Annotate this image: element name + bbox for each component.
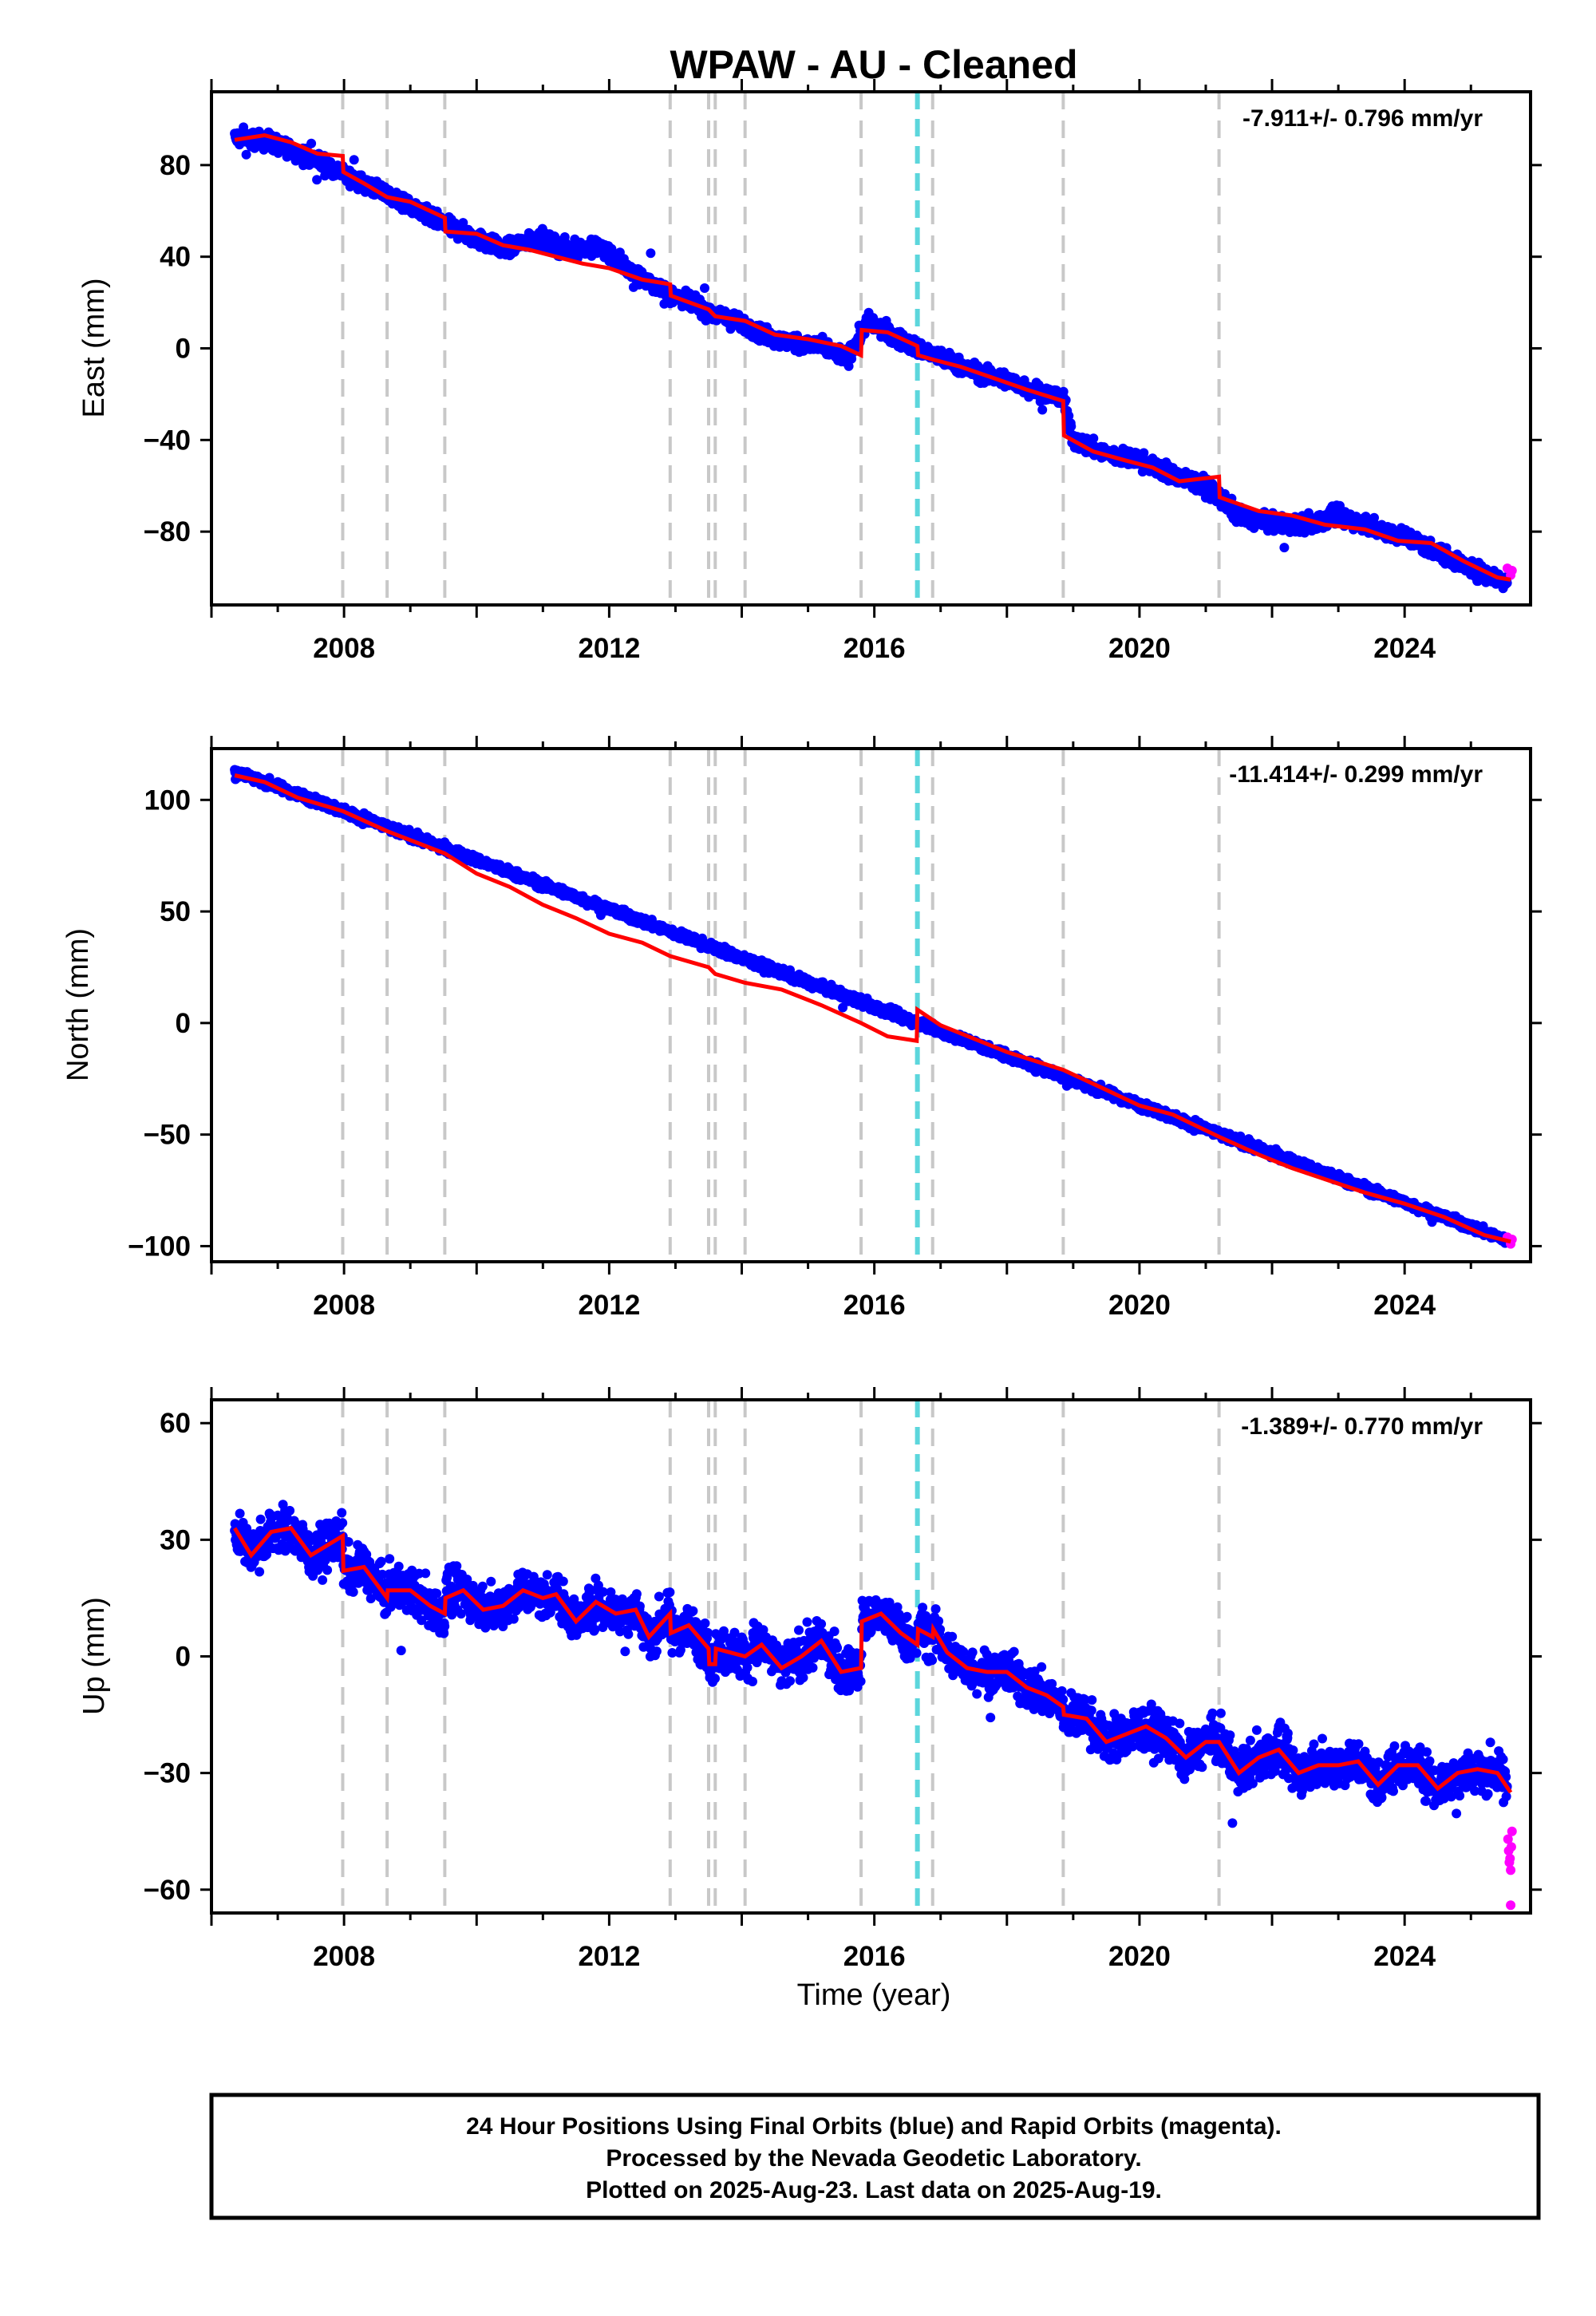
final-point-29 — [241, 149, 251, 160]
rate-label-east: -7.911+/- 0.796 mm/yr — [1242, 105, 1483, 132]
final-point-2023 — [1037, 405, 1048, 415]
final-point-2629 — [1279, 543, 1290, 553]
x-tick-label-4: 2024 — [1373, 633, 1436, 664]
final-point-572 — [458, 218, 468, 228]
x-tick-label-0: 2008 — [313, 633, 375, 664]
x-tick-label-3: 2020 — [1108, 633, 1171, 664]
final-point-1538 — [843, 361, 854, 371]
final-point-2151 — [1088, 433, 1099, 444]
x-tick-label-2: 2016 — [843, 633, 906, 664]
final-point-192 — [306, 138, 317, 148]
final-point-1042 — [646, 248, 656, 259]
final-point-206 — [312, 175, 322, 185]
final-point-2277 — [1139, 448, 1149, 458]
panel-east: 80 40 0 −40 −80 2008 2012 2016 2020 2024 East (m… — [77, 79, 1542, 664]
y-tick-label-3: −40 — [144, 425, 191, 456]
y-tick-label-2: 0 — [176, 334, 191, 365]
x-tick-label-1: 2012 — [578, 633, 640, 664]
rapid-point-2 — [1507, 565, 1517, 575]
y-tick-label-4: −80 — [144, 516, 191, 547]
x-axis-east: 2008 2012 2016 2020 2024 — [210, 79, 1472, 664]
final-point-2095 — [1066, 421, 1077, 432]
event-lines-north — [341, 749, 1221, 1262]
y-axis-label-east: East (mm) — [77, 278, 111, 417]
y-tick-label-1: 40 — [160, 242, 191, 273]
y-tick-label-0: 80 — [160, 150, 191, 181]
final-point-299 — [349, 155, 359, 165]
final-point-1177 — [700, 283, 709, 293]
